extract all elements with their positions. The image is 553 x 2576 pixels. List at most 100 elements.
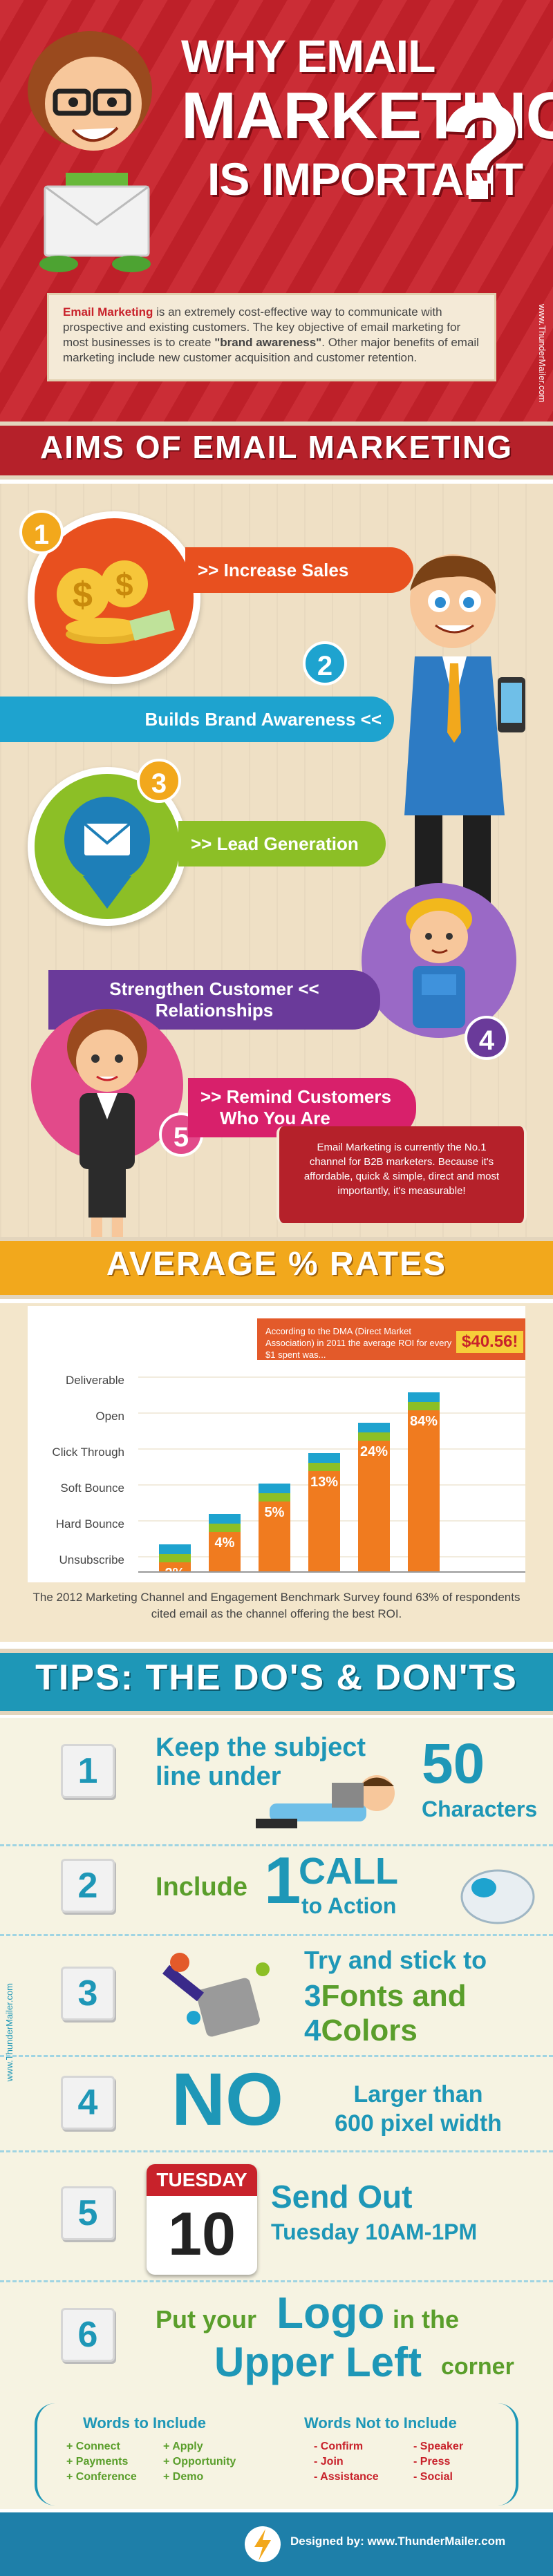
svg-text:$: $ — [73, 575, 93, 615]
side-url: www.ThunderMailer.com — [537, 304, 547, 403]
aim-4-label-line-2: Relationships — [155, 1000, 274, 1021]
tips-title: TIPS: THE DO'S & DON'TS — [35, 1658, 518, 1698]
rates-chart: 2%4%5%13%24%84% — [138, 1376, 525, 1579]
y-label-unsubscribe: Unsubscribe — [59, 1553, 125, 1566]
tip-3-line-2: 3Fonts and — [304, 1979, 467, 2014]
tip-3-line-1: Try and stick to — [304, 1946, 487, 1974]
words-include-col-1: + Connect + Payments + Conference — [66, 2439, 137, 2485]
aim-1-label: >> Increase Sales — [185, 547, 413, 593]
paint-illustration — [162, 1953, 270, 2037]
chart-bar-hard-bounce — [209, 1514, 241, 1572]
dma-amount: $40.56! — [456, 1331, 524, 1353]
title-line-1: WHY EMAIL — [181, 30, 435, 82]
tip-5-line-1: Send Out — [271, 2179, 413, 2215]
tip-2-action: to Action — [301, 1893, 397, 1918]
include-word: + Conference — [66, 2471, 137, 2483]
dma-note-text: According to the DMA (Direct Market Asso… — [265, 1326, 452, 1360]
words-exclude-col-1: - Confirm - Join - Assistance — [314, 2439, 379, 2485]
tip-6-post: corner — [441, 2354, 514, 2380]
tip-2-call: CALL — [299, 1850, 398, 1892]
chart-value-label: 4% — [215, 1535, 235, 1551]
tip-1-line-1: Keep the subject — [156, 1733, 366, 1762]
woman-illustration — [31, 1009, 183, 1238]
y-label-open: Open — [95, 1410, 124, 1423]
tip-5-row — [0, 2152, 553, 2282]
exclude-word: - Speaker — [413, 2441, 464, 2452]
mascot-illustration — [28, 31, 152, 272]
intro-highlight: Email Marketing — [63, 305, 153, 319]
tip-1-line-2: line under — [156, 1762, 281, 1791]
words-box — [35, 2403, 518, 2506]
chart-value-label: 84% — [410, 1414, 438, 1429]
tip-3-colors-text: Colors — [321, 2014, 418, 2047]
chart-value-label: 13% — [310, 1475, 338, 1490]
calendar-icon: TUESDAY 10 — [147, 2164, 257, 2275]
title-line-2: MARKETING — [181, 79, 553, 153]
rates-title: AVERAGE % RATES — [106, 1246, 447, 1282]
tip-6-pre: Put your — [156, 2305, 257, 2333]
aim-5-label-line-2: Who You Are — [220, 1108, 330, 1128]
y-label-click-through: Click Through — [52, 1446, 124, 1459]
tip-3-fonts-num: 3 — [304, 1979, 321, 2013]
tips-banner — [0, 1649, 553, 1715]
tip-6-number: 6 — [61, 2308, 115, 2362]
aim-4-number: 4 — [465, 1016, 509, 1060]
tip-1-number: 1 — [61, 1744, 115, 1798]
chart-bar-deliverable — [408, 1392, 440, 1572]
aim-3-label: >> Lead Generation — [178, 821, 386, 866]
tip-5-number: 5 — [61, 2186, 115, 2240]
chart-value-label: 24% — [360, 1444, 388, 1459]
exclude-word: - Assistance — [314, 2471, 379, 2483]
exclude-word: - Press — [413, 2456, 451, 2468]
tip-3-line-3: 4Colors — [304, 2014, 418, 2048]
worker-illustration — [362, 883, 516, 1038]
tip-1-row — [0, 1718, 553, 1846]
intro-brand: "brand awareness" — [214, 336, 322, 349]
tip-2-row — [0, 1846, 553, 1936]
tip-2-pre: Include — [156, 1873, 248, 1902]
aim-3-number: 3 — [137, 759, 181, 803]
intro-text-2: . Other major benefits of email marketin… — [63, 336, 479, 364]
tip-4-number: 4 — [61, 2076, 115, 2130]
chart-bar-unsubscribe — [159, 1544, 191, 1572]
svg-text:$: $ — [115, 567, 133, 603]
include-word: + Payments — [66, 2456, 129, 2468]
exclude-word: - Social — [413, 2471, 453, 2483]
tip-4-big: NO — [171, 2057, 283, 2141]
exclude-word: - Join — [314, 2456, 344, 2468]
tip-4-row — [0, 2057, 553, 2152]
tip-1-text: Keep the subject line under — [156, 1733, 366, 1791]
intro-text-1: is an extremely cost-effective way to co… — [63, 305, 461, 349]
calendar-date: 10 — [168, 2199, 236, 2268]
footer-credit: Designed by: www.ThunderMailer.com — [290, 2535, 506, 2548]
tip-1-big: 50 — [422, 1732, 485, 1795]
tip-2-big: 1 — [264, 1844, 301, 1917]
chart-bar-open — [358, 1423, 390, 1572]
tip-2-number: 2 — [61, 1859, 115, 1913]
tip-5-line-2: Tuesday 10AM-1PM — [271, 2219, 478, 2244]
money-icon: $ $ — [57, 560, 175, 644]
include-word: + Apply — [163, 2441, 203, 2452]
tip-3-number: 3 — [61, 1967, 115, 2020]
mail-pin-icon — [64, 797, 150, 909]
chart-value-label: 5% — [265, 1505, 285, 1520]
aim-5-label-line-1: >> Remind Customers — [200, 1086, 391, 1107]
tip-6-logo: Logo — [276, 2288, 385, 2338]
header-section: WHY EMAIL MARKETING IS IMPORTANT ? Email… — [0, 0, 553, 422]
include-word: + Connect — [66, 2441, 120, 2452]
tip-1-small: Characters — [422, 1797, 538, 1821]
words-exclude-col-2: - Speaker - Press - Social — [413, 2439, 463, 2485]
aims-title: AIMS OF EMAIL MARKETING — [39, 429, 514, 465]
tip-3-colors-num: 4 — [304, 2014, 321, 2047]
tip-4-line-2: 600 pixel width — [335, 2110, 502, 2137]
tip-4-line-1: Larger than — [353, 2081, 483, 2108]
laptop-man-illustration — [256, 1775, 395, 1828]
aim-1-number: 1 — [19, 510, 64, 554]
thundermailer-logo-icon — [245, 2526, 281, 2562]
tip-6-mid: in the — [393, 2305, 459, 2333]
tip-3-fonts-text: Fonts and — [321, 1979, 467, 2013]
aim-2-label: Builds Brand Awareness << — [0, 697, 394, 742]
chart-bar-soft-bounce — [259, 1484, 290, 1572]
tip-6-upper-left: Upper Left — [214, 2339, 422, 2385]
title-line-3: IS IMPORTANT — [207, 153, 523, 205]
